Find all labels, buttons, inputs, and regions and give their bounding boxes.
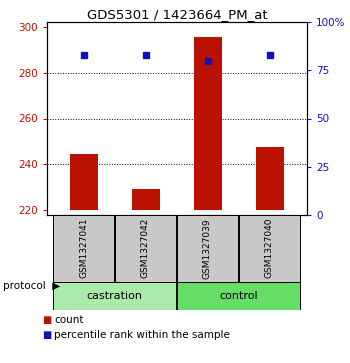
Text: castration: castration xyxy=(86,291,142,301)
Text: GSM1327040: GSM1327040 xyxy=(265,218,274,278)
Text: ■: ■ xyxy=(42,330,51,340)
Bar xyxy=(239,215,300,281)
Text: control: control xyxy=(219,291,258,301)
Bar xyxy=(53,215,114,281)
Bar xyxy=(194,37,222,211)
Text: ■: ■ xyxy=(42,315,51,325)
Bar xyxy=(70,154,98,211)
Title: GDS5301 / 1423664_PM_at: GDS5301 / 1423664_PM_at xyxy=(87,8,267,21)
Bar xyxy=(177,215,238,281)
Bar xyxy=(53,281,176,310)
Text: percentile rank within the sample: percentile rank within the sample xyxy=(54,330,230,340)
Bar xyxy=(115,215,176,281)
Text: GSM1327039: GSM1327039 xyxy=(203,218,212,278)
Bar xyxy=(177,281,300,310)
Text: GSM1327042: GSM1327042 xyxy=(141,218,150,278)
Text: protocol  ▶: protocol ▶ xyxy=(3,281,60,291)
Bar xyxy=(132,188,160,211)
Text: count: count xyxy=(54,315,84,325)
Text: GSM1327041: GSM1327041 xyxy=(79,218,88,278)
Bar xyxy=(256,147,284,211)
